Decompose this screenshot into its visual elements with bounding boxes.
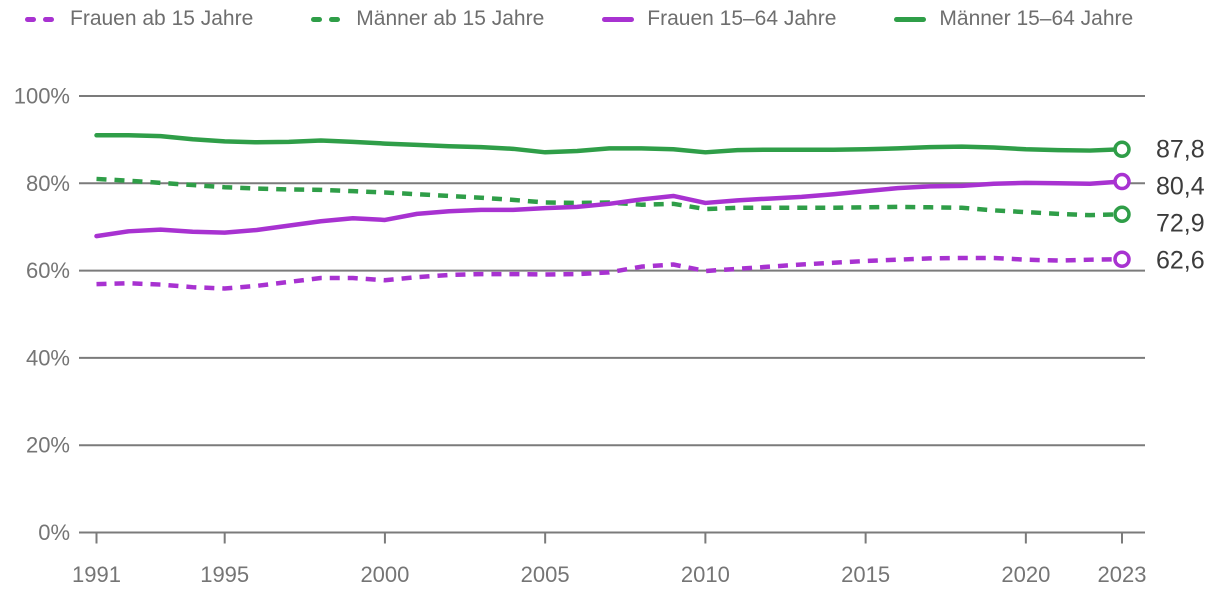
x-axis-label-2015: 2015: [841, 562, 890, 587]
x-axis-label-1995: 1995: [200, 562, 249, 587]
end-marker-2: [1113, 172, 1131, 191]
legend-label: Männer ab 15 Jahre: [356, 7, 545, 30]
legend-swatch-dashed-green: [311, 16, 343, 22]
y-axis-label-40: 40%: [26, 345, 70, 370]
end-value-label: 72,9: [1156, 209, 1205, 237]
x-axis-label-2000: 2000: [360, 562, 409, 587]
legend-swatch-solid-green: [894, 16, 927, 22]
end-value-label: 62,6: [1156, 246, 1205, 274]
y-axis-label-100: 100%: [14, 84, 70, 109]
legend-label: Frauen 15–64 Jahre: [647, 7, 837, 30]
legend-label: Frauen ab 15 Jahre: [70, 7, 254, 30]
legend-dash: [25, 16, 36, 22]
end-value-label: 87,8: [1156, 135, 1205, 163]
legend-dash: [329, 16, 341, 22]
x-axis-label-2020: 2020: [1001, 562, 1050, 587]
y-axis-label-0: 0%: [38, 520, 70, 545]
legend-label: Männer 15–64 Jahre: [939, 7, 1134, 30]
legend-swatch-solid-purple: [602, 16, 635, 22]
y-axis-label-20: 20%: [26, 433, 70, 458]
series-line-0: [96, 255, 1123, 291]
y-axis-label-80: 80%: [26, 171, 70, 196]
x-axis-label-2023: 2023: [1098, 562, 1147, 587]
legend-item-maenner-ab-15[interactable]: Männer ab 15 Jahre: [311, 6, 544, 32]
x-axis-label-2010: 2010: [681, 562, 730, 587]
end-marker-0: [1113, 250, 1131, 269]
legend-line: [602, 16, 635, 22]
legend-dash: [43, 16, 54, 22]
end-marker-1: [1113, 205, 1131, 224]
y-axis-label-60: 60%: [26, 258, 70, 283]
legend-dash: [311, 16, 323, 22]
series-line-3: [94, 133, 1125, 155]
x-axis-label-2005: 2005: [521, 562, 570, 587]
x-axis-label-1991: 1991: [72, 562, 121, 587]
legend-item-frauen-15-64[interactable]: Frauen 15–64 Jahre: [602, 6, 836, 32]
legend-item-frauen-ab-15[interactable]: Frauen ab 15 Jahre: [25, 6, 253, 32]
legend-item-maenner-15-64[interactable]: Männer 15–64 Jahre: [894, 6, 1133, 32]
end-marker-3: [1113, 140, 1131, 159]
end-value-label: 80,4: [1156, 172, 1205, 200]
series-line-2: [94, 179, 1125, 239]
legend-swatch-dashed-purple: [25, 16, 57, 22]
legend-line: [894, 16, 927, 22]
legend: Frauen ab 15 Jahre Männer ab 15 Jahre Fr…: [25, 6, 1133, 32]
